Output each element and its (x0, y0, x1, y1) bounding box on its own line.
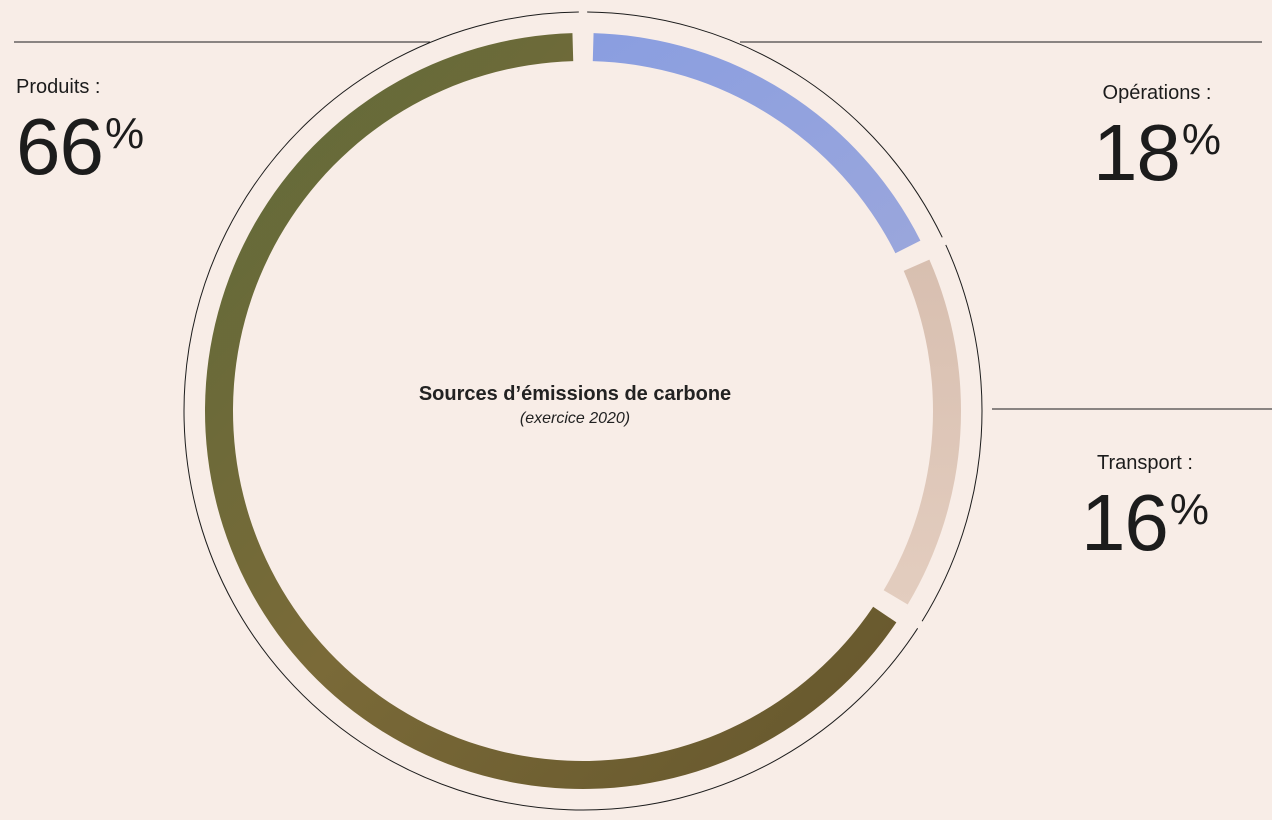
outer-arcs (183, 11, 983, 811)
slice-label-transport: Transport : (1097, 452, 1193, 474)
chart-center-text: Sources d’émissions de carbone (exercice… (340, 383, 810, 428)
slice-unit-produits: % (104, 109, 145, 158)
outer-arc-produits (183, 11, 919, 811)
outer-arc-operations (587, 11, 943, 238)
slice-value-transport: 16% (1040, 483, 1250, 563)
slice-value-operations: 18% (1052, 113, 1262, 193)
slice-label-operations: Opérations : (1102, 82, 1212, 104)
label-transport: Transport : 16% (1040, 452, 1250, 563)
slice-unit-transport: % (1169, 485, 1210, 534)
chart-subtitle: (exercice 2020) (519, 410, 631, 427)
slice-label-produits: Produits : (16, 76, 101, 98)
outer-arc-transport (921, 244, 983, 622)
label-operations: Opérations : 18% (1052, 82, 1262, 193)
slices (204, 33, 961, 789)
chart-title: Sources d’émissions de carbone (418, 383, 732, 405)
slice-number-operations: 18 (1092, 108, 1181, 197)
slice-value-produits: 66% (16, 107, 144, 187)
slice-number-transport: 16 (1080, 478, 1169, 567)
connector-lines (14, 41, 1272, 410)
slice-unit-operations: % (1181, 115, 1222, 164)
slice-operations (592, 33, 921, 254)
slice-number-produits: 66 (16, 102, 104, 191)
slice-transport (883, 259, 961, 605)
label-produits: Produits : 66% (16, 76, 144, 187)
